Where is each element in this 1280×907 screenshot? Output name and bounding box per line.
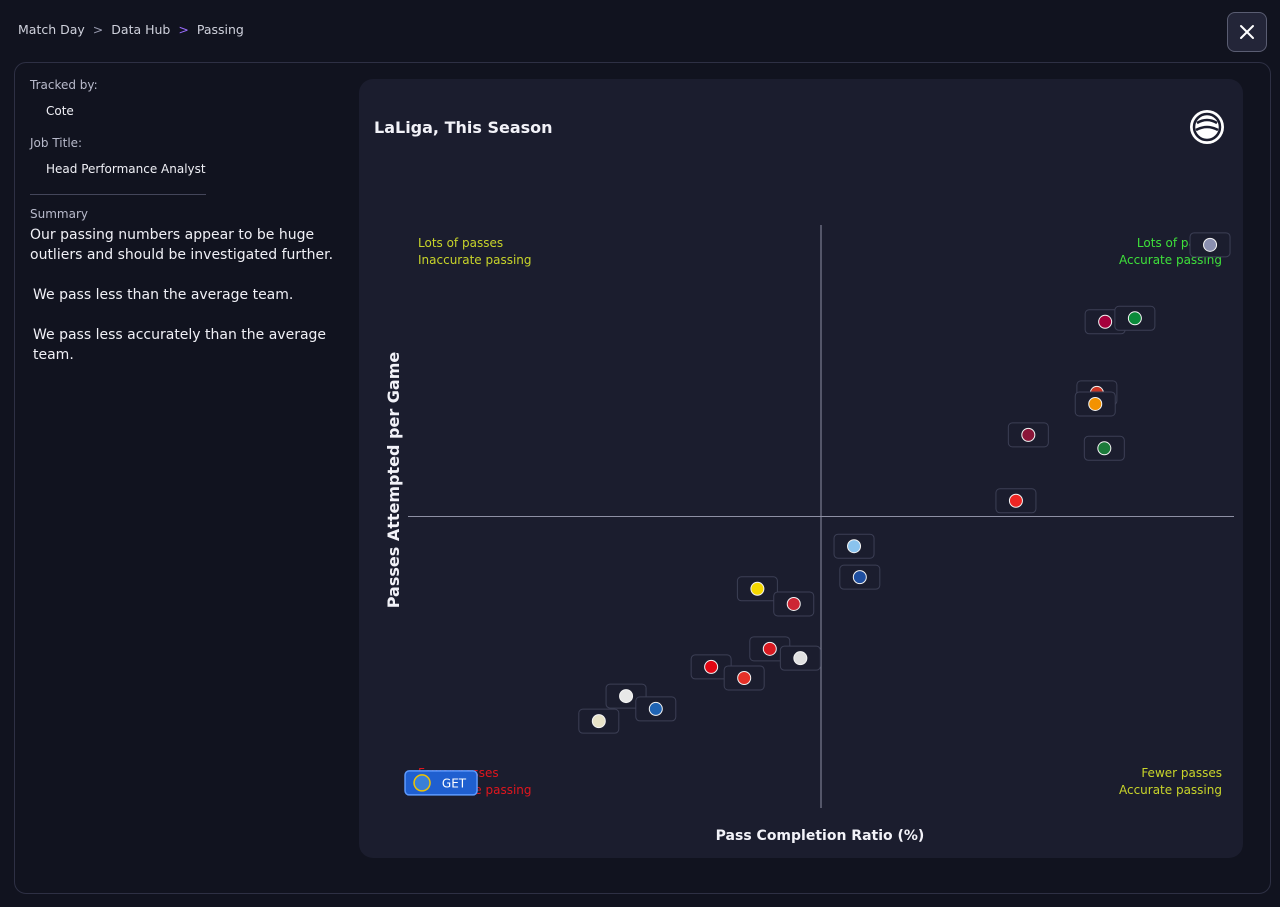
team-point bbox=[773, 591, 815, 617]
team-badge bbox=[737, 670, 752, 685]
team-badge bbox=[847, 539, 862, 554]
quadrant-label: Fewer passes bbox=[1141, 766, 1222, 780]
team-badge bbox=[704, 659, 719, 674]
quadrant-label: Inaccurate passing bbox=[418, 253, 532, 267]
team-point bbox=[749, 636, 791, 662]
breadcrumb: Match Day > Data Hub > Passing bbox=[18, 22, 244, 37]
team-point bbox=[723, 665, 765, 691]
chart: LaLiga, This Season Pass Completion Rati… bbox=[374, 110, 1234, 844]
x-axis-label: Pass Completion Ratio (%) bbox=[716, 828, 925, 844]
team-point bbox=[635, 696, 677, 722]
team-point bbox=[578, 708, 620, 734]
separator: > bbox=[92, 22, 104, 37]
team-badge bbox=[750, 581, 765, 596]
team-point bbox=[1083, 435, 1125, 461]
team-badge bbox=[1203, 237, 1218, 252]
value: Cote bbox=[46, 104, 74, 118]
team-point bbox=[1007, 422, 1049, 448]
team-point bbox=[1114, 305, 1156, 331]
divider bbox=[30, 194, 206, 195]
team-badge bbox=[648, 701, 663, 716]
panel bbox=[14, 62, 1271, 894]
team-badge bbox=[591, 714, 606, 729]
team-badge bbox=[619, 689, 634, 704]
team-badge bbox=[413, 774, 431, 792]
crumb[interactable]: Match Day bbox=[18, 22, 85, 37]
league-logo bbox=[1190, 110, 1224, 144]
chart-card: LaLiga, This Season Pass Completion Rati… bbox=[359, 79, 1243, 858]
highlight-point: GET bbox=[404, 770, 478, 796]
label: Job Title: bbox=[30, 136, 83, 150]
team-point bbox=[839, 564, 881, 590]
team-badge bbox=[1021, 427, 1036, 442]
label: Tracked by: bbox=[30, 78, 98, 92]
point-label: GET bbox=[442, 776, 467, 790]
summary-text: Our passing numbers appear to be huge ou… bbox=[30, 227, 334, 263]
summary-text: We pass less accurately than the average… bbox=[33, 327, 327, 363]
close-button[interactable] bbox=[1227, 12, 1267, 52]
team-badge bbox=[1088, 396, 1103, 411]
team-point bbox=[833, 533, 875, 559]
separator: > bbox=[178, 22, 189, 37]
team-point bbox=[736, 576, 778, 602]
crumb[interactable]: Data Hub bbox=[111, 22, 171, 37]
team-badge bbox=[1097, 441, 1112, 456]
team-badge bbox=[762, 641, 777, 656]
chart-title: LaLiga, This Season bbox=[374, 118, 553, 137]
close-icon bbox=[1240, 25, 1254, 39]
crumb: Passing bbox=[196, 22, 244, 37]
team-badge bbox=[793, 651, 808, 666]
team-badge bbox=[1098, 314, 1113, 329]
y-axis-label: Passes Attempted per Game bbox=[384, 352, 403, 609]
team-badge bbox=[1127, 311, 1142, 326]
team-point bbox=[1074, 391, 1116, 417]
team-badge bbox=[852, 570, 867, 585]
team-point bbox=[779, 645, 821, 671]
value: Head Performance Analyst bbox=[46, 162, 206, 176]
team-badge bbox=[786, 596, 801, 611]
label: Summary bbox=[30, 207, 88, 221]
team-badge bbox=[1008, 493, 1023, 508]
quadrant-label: Lots of passes bbox=[418, 236, 503, 250]
team-point bbox=[1189, 232, 1231, 258]
team-point bbox=[995, 488, 1037, 514]
sidebar: Tracked by: Cote Job Title: Head Perform… bbox=[30, 78, 350, 385]
summary-text: We pass less than the average team. bbox=[33, 287, 294, 303]
quadrant-label: Accurate passing bbox=[1119, 783, 1222, 797]
